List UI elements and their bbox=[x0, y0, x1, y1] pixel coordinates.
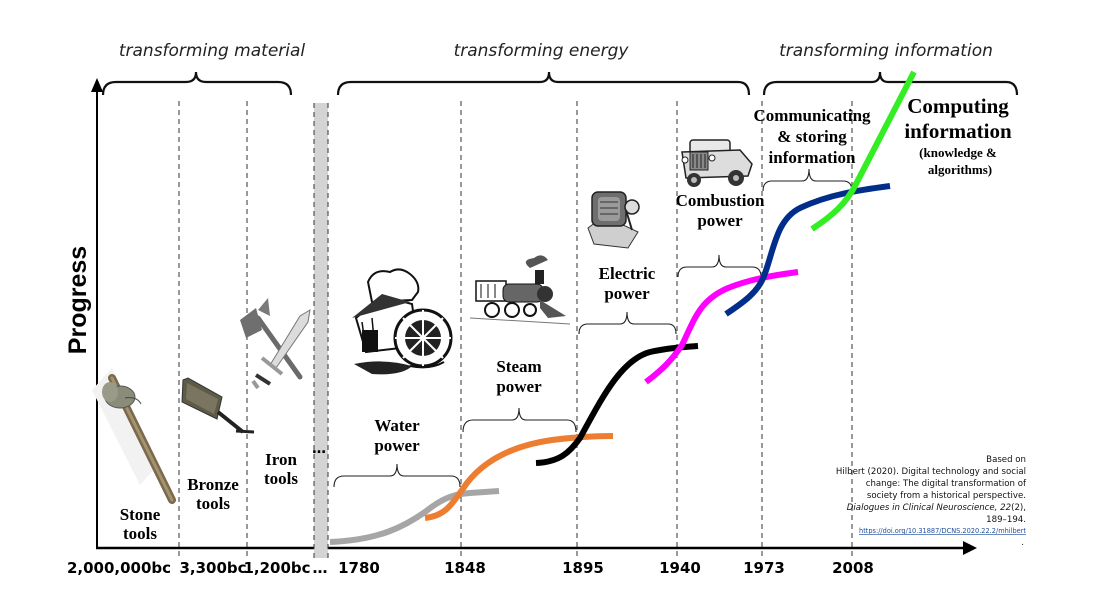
stage-label-electric-power: Electric power bbox=[599, 264, 656, 303]
citation-line: society from a historical perspective. bbox=[867, 491, 1026, 501]
stage-label-line: Computing bbox=[907, 94, 1009, 118]
stage-label-line: Water bbox=[374, 416, 420, 435]
stage-label-stone-tools: Stone tools bbox=[120, 505, 161, 543]
era-brace-information bbox=[762, 71, 1019, 96]
time-break-bar bbox=[314, 103, 328, 558]
citation-line: Based on bbox=[986, 455, 1026, 465]
x-tick-label: 3,300bc bbox=[179, 559, 246, 577]
stage-label-line: Iron bbox=[265, 450, 297, 469]
x-tick-label: 2008 bbox=[832, 559, 874, 577]
x-tick-label: 2,000,000bc bbox=[67, 559, 171, 577]
citation-volume: 22 bbox=[1000, 503, 1011, 513]
era-brace-material bbox=[101, 71, 293, 96]
x-tick-label: 1895 bbox=[562, 559, 604, 577]
citation-pages: 189–194. bbox=[986, 515, 1026, 525]
water-power-curve bbox=[329, 488, 500, 545]
stage-label-water-power: Water power bbox=[374, 416, 420, 455]
stage-label-line: tools bbox=[123, 524, 157, 543]
stage-label-line: Stone bbox=[120, 505, 161, 524]
stage-label-bronze-tools: Bronze tools bbox=[187, 475, 239, 513]
stage-label-line: Steam bbox=[496, 357, 541, 376]
stage-brace-communicating bbox=[762, 168, 853, 192]
era-title-information: transforming information bbox=[779, 41, 993, 61]
x-tick-label: 1780 bbox=[338, 559, 380, 577]
stage-label-line: power bbox=[496, 377, 542, 396]
citation-trailing-dot: . bbox=[1021, 538, 1024, 548]
x-tick-label: 1940 bbox=[659, 559, 701, 577]
stage-label-line: Electric bbox=[599, 264, 656, 283]
water-wheel-icon bbox=[352, 268, 453, 375]
stage-label-line: power bbox=[374, 436, 420, 455]
stage-label-line: power bbox=[697, 211, 743, 230]
x-tick-label: … bbox=[313, 559, 328, 577]
axe-and-sword-icon bbox=[240, 298, 311, 390]
stage-label-line: & storing bbox=[777, 127, 847, 146]
era-title-energy: transforming energy bbox=[454, 41, 630, 61]
stage-brace-electric-power bbox=[578, 311, 677, 335]
stage-label-communicating-storing-information: Communicating & storing information bbox=[753, 106, 871, 167]
stage-label-computing-information: Computing information (knowledge & algor… bbox=[904, 94, 1012, 177]
stage-label-line: information bbox=[904, 119, 1012, 143]
citation-line: change: The digital transformation of bbox=[866, 479, 1027, 489]
y-axis-label: Progress bbox=[64, 246, 92, 354]
stage-brace-water-power bbox=[333, 463, 461, 488]
x-tick-label: 1973 bbox=[743, 559, 785, 577]
steam-power-curve bbox=[424, 433, 614, 521]
citation-journal: Dialogues in Clinical Neuroscience, bbox=[847, 503, 998, 513]
citation-journal-line: Dialogues in Clinical Neuroscience, 22(2… bbox=[847, 503, 1026, 513]
stage-label-iron-tools: Iron tools bbox=[264, 450, 298, 488]
stage-label-line: information bbox=[769, 148, 856, 167]
stage-label-combustion-power: Combustion power bbox=[676, 191, 765, 230]
stage-label-line: power bbox=[604, 284, 650, 303]
citation-doi-link[interactable]: https://doi.org/10.31887/DCNS.2020.22.2/… bbox=[859, 527, 1026, 535]
electric-power-curve bbox=[535, 343, 699, 466]
citation-issue: (2), bbox=[1011, 503, 1026, 513]
stage-label-steam-power: Steam power bbox=[496, 357, 542, 396]
bronze-tool-icon bbox=[181, 377, 255, 434]
computing-curve bbox=[810, 70, 917, 232]
stage-label-line: Combustion bbox=[676, 191, 765, 210]
steam-locomotive-icon bbox=[469, 255, 571, 325]
y-axis-arrow-icon bbox=[91, 78, 103, 92]
stage-brace-combustion-power bbox=[677, 254, 762, 278]
x-tick-label: 1848 bbox=[444, 559, 486, 577]
x-axis-arrow-icon bbox=[963, 541, 977, 555]
stage-label-line: Communicating bbox=[753, 106, 871, 125]
stage-sublabel-line: algorithms) bbox=[928, 162, 992, 177]
era-brace-energy bbox=[336, 71, 751, 96]
stone-axe-icon bbox=[92, 368, 176, 504]
stage-label-line: Bronze bbox=[187, 475, 239, 494]
electric-generator-icon bbox=[587, 191, 640, 249]
stage-brace-steam-power bbox=[462, 407, 577, 433]
stage-sublabel-line: (knowledge & bbox=[919, 145, 997, 160]
break-marker: … bbox=[312, 441, 326, 457]
combustion-power-curve bbox=[644, 269, 799, 385]
citation-line: Hilbert (2020). Digital technology and s… bbox=[836, 467, 1026, 477]
vintage-car-icon bbox=[681, 139, 753, 187]
era-title-material: transforming material bbox=[119, 41, 306, 61]
stage-label-line: tools bbox=[264, 469, 298, 488]
stage-label-line: tools bbox=[196, 494, 230, 513]
citation-block: Based on Hilbert (2020). Digital technol… bbox=[836, 455, 1027, 548]
x-tick-label: 1,200bc bbox=[243, 559, 310, 577]
